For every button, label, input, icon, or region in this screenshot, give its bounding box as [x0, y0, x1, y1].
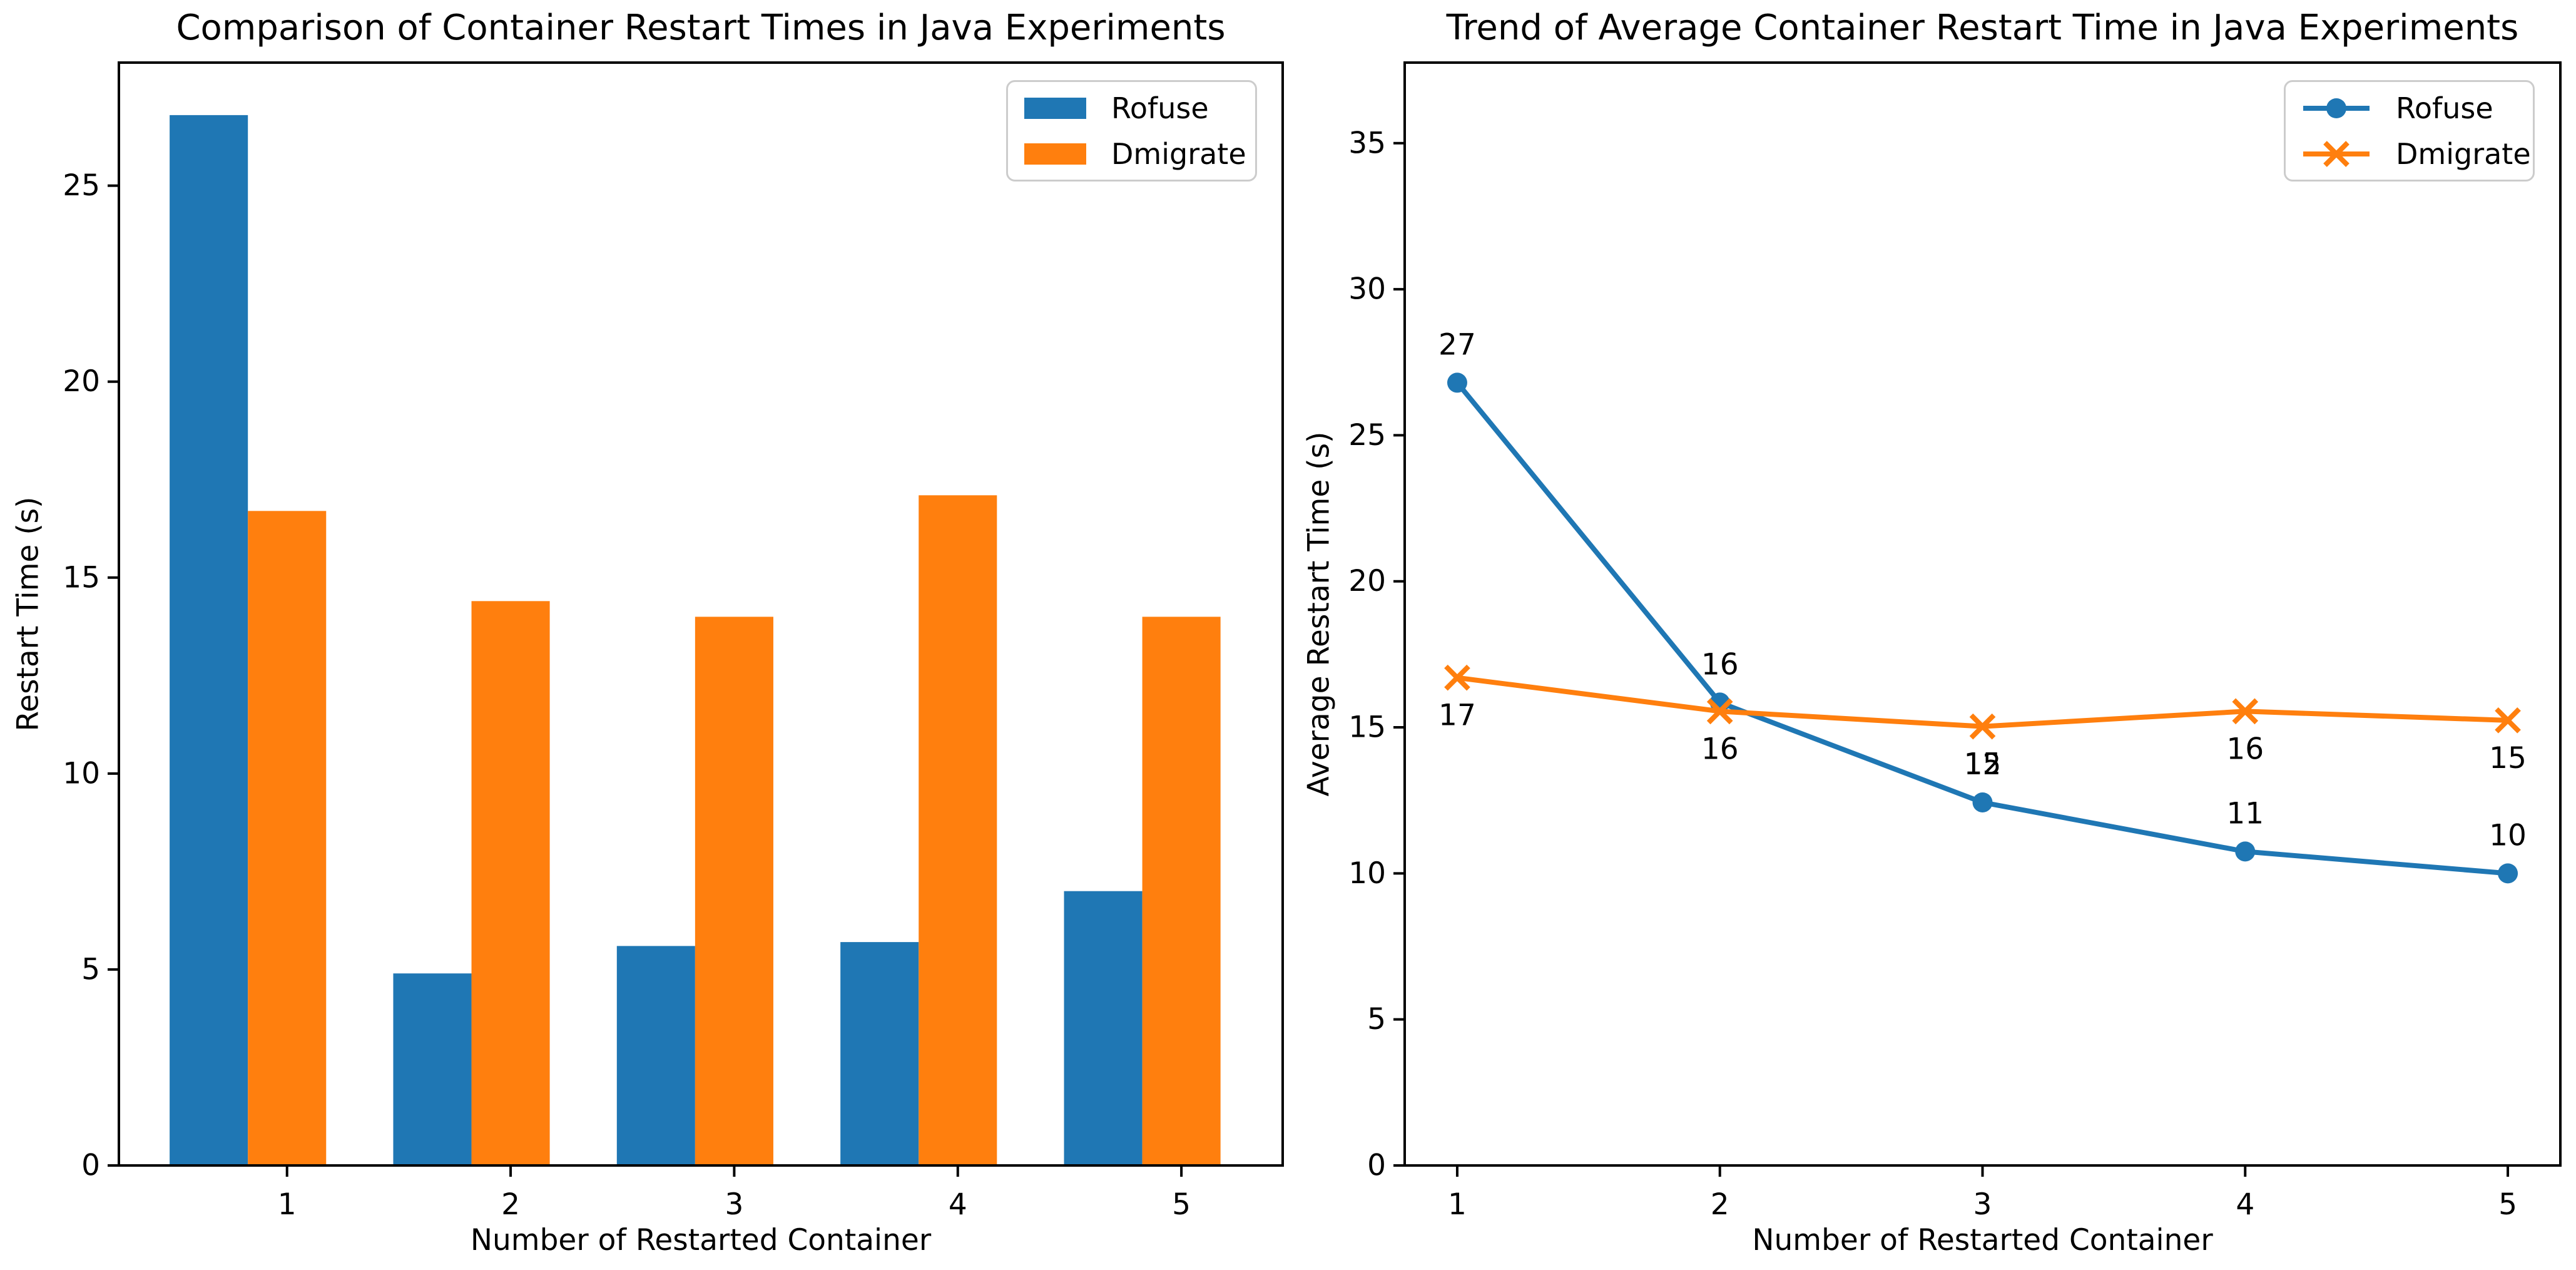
- bar-chart-y-axis-label: Restart Time (s): [11, 496, 46, 732]
- point-label-rofuse-2: 16: [1701, 647, 1739, 682]
- marker-dmigrate-4: [2232, 698, 2259, 725]
- line-chart-title: Trend of Average Container Restart Time …: [1446, 8, 2519, 48]
- marker-rofuse-1: [1447, 372, 1467, 393]
- y-tick-label: 25: [63, 168, 100, 203]
- point-label-rofuse-1: 27: [1438, 327, 1476, 362]
- axes-spines: [1403, 61, 2562, 1167]
- bar-chart-legend: Rofuse Dmigrate: [1006, 80, 1257, 182]
- legend-item-dmigrate: Dmigrate: [2302, 134, 2531, 173]
- marker-dmigrate-1: [1444, 664, 1470, 691]
- x-tick-label: 2: [1711, 1187, 1729, 1222]
- y-tick-label: 25: [1348, 418, 1386, 453]
- y-tick-label: 0: [1367, 1149, 1386, 1183]
- bar-rofuse-1: [170, 115, 248, 1165]
- bar-rofuse-2: [393, 973, 472, 1165]
- bar-dmigrate-5: [1142, 617, 1221, 1165]
- rofuse-line-swatch: [2303, 98, 2370, 118]
- marker-rofuse-4: [2235, 841, 2256, 862]
- marker-rofuse-3: [1972, 792, 1993, 812]
- dmigrate-line-swatch: [2303, 140, 2370, 167]
- marker-rofuse-5: [2498, 863, 2518, 884]
- y-tick-label: 30: [1348, 272, 1386, 307]
- bar-dmigrate-1: [248, 511, 327, 1165]
- x-tick-label: 3: [725, 1187, 743, 1222]
- y-tick-label: 20: [63, 364, 100, 399]
- marker-dmigrate-5: [2495, 707, 2521, 734]
- bar-dmigrate-3: [695, 617, 773, 1165]
- x-tick-label: 1: [1448, 1187, 1467, 1222]
- line-dmigrate: [1457, 675, 2508, 729]
- point-label-dmigrate-4: 16: [2226, 732, 2264, 766]
- point-label-dmigrate-3: 15: [1964, 747, 2002, 782]
- x-tick-label: 4: [949, 1187, 967, 1222]
- legend-item-rofuse: Rofuse: [1024, 88, 1239, 128]
- point-label-dmigrate-2: 16: [1701, 732, 1739, 766]
- dmigrate-bar-swatch: [1024, 143, 1086, 165]
- legend-label-rofuse: Rofuse: [1111, 91, 1209, 125]
- y-tick-label: 15: [1348, 710, 1386, 745]
- point-label-rofuse-3: 12: [1964, 747, 2002, 782]
- marker-dmigrate-2: [1706, 698, 1733, 725]
- line-chart-x-axis-label: Number of Restarted Container: [1752, 1223, 2213, 1257]
- point-label-dmigrate-1: 17: [1438, 699, 1476, 733]
- point-label-dmigrate-5: 15: [2489, 741, 2527, 776]
- legend-item-rofuse: Rofuse: [2302, 88, 2517, 128]
- bar-dmigrate-4: [919, 495, 997, 1165]
- bar-chart-title: Comparison of Container Restart Times in…: [176, 8, 1226, 48]
- bar-rofuse-5: [1064, 891, 1143, 1165]
- x-tick-label: 4: [2236, 1187, 2254, 1222]
- bar-dmigrate-2: [471, 601, 550, 1165]
- bar-chart-x-axis-label: Number of Restarted Container: [470, 1223, 932, 1257]
- rofuse-bar-swatch: [1024, 97, 1086, 119]
- legend-item-dmigrate: Dmigrate: [1024, 134, 1246, 173]
- point-label-rofuse-5: 10: [2489, 818, 2527, 853]
- y-tick-label: 5: [81, 952, 100, 986]
- bar-rofuse-4: [840, 942, 919, 1165]
- bar-rofuse-3: [616, 946, 695, 1165]
- x-tick-label: 2: [501, 1187, 520, 1222]
- x-tick-label: 5: [2498, 1187, 2517, 1222]
- y-tick-label: 20: [1348, 564, 1386, 598]
- line-chart-legend: Rofuse Dmigrate: [2284, 80, 2535, 182]
- legend-label-dmigrate: Dmigrate: [1111, 136, 1246, 171]
- x-tick-label: 5: [1172, 1187, 1191, 1222]
- y-tick-label: 10: [1348, 856, 1386, 891]
- line-chart-y-axis-label: Average Restart Time (s): [1301, 431, 1336, 797]
- marker-dmigrate-3: [1969, 713, 1996, 740]
- point-label-rofuse-4: 11: [2226, 796, 2264, 831]
- x-tick-label: 3: [1973, 1187, 1992, 1222]
- legend-label-rofuse: Rofuse: [2396, 91, 2493, 125]
- y-tick-label: 5: [1367, 1002, 1386, 1037]
- y-tick-label: 15: [63, 560, 100, 595]
- y-tick-label: 10: [63, 756, 100, 791]
- axes-spines: [118, 61, 1284, 1167]
- y-tick-label: 35: [1348, 126, 1386, 160]
- legend-label-dmigrate: Dmigrate: [2396, 136, 2531, 171]
- x-tick-label: 1: [278, 1187, 297, 1222]
- y-tick-label: 0: [81, 1149, 100, 1183]
